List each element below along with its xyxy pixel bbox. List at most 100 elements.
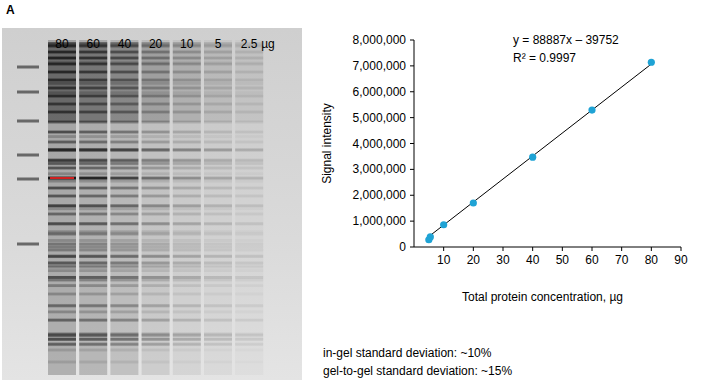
gel-band: [48, 159, 76, 162]
gel-band: [79, 121, 107, 124]
y-tick: [410, 117, 414, 118]
gel-band: [110, 141, 138, 144]
gel-band: [79, 149, 107, 152]
gel-band: [142, 149, 170, 152]
gel-band: [204, 349, 232, 352]
x-tick-label: 10: [437, 253, 451, 267]
gel-band: [142, 338, 170, 341]
gel-band: [79, 79, 107, 82]
gel-band: [235, 319, 263, 322]
gel-band: [48, 279, 76, 282]
gel-band: [204, 148, 232, 151]
gel-band: [79, 319, 107, 322]
gel-band: [235, 71, 263, 74]
gel-band: [142, 230, 170, 233]
gel-band: [204, 266, 232, 269]
gel-band: [235, 239, 263, 242]
gel-band: [110, 131, 138, 134]
gel-band: [142, 284, 170, 287]
gel-band: [204, 230, 232, 233]
gel-band: [235, 148, 263, 151]
gel-band: [48, 148, 76, 151]
gel-band: [235, 195, 263, 198]
gel-band: [79, 159, 107, 162]
gel-band: [79, 255, 107, 258]
gel-band: [173, 223, 201, 226]
gel-band: [142, 249, 170, 252]
gel-lane: [173, 40, 201, 375]
gel-band: [173, 187, 201, 190]
gel-band: [79, 131, 107, 134]
gel-band: [204, 159, 232, 162]
gel-band: [110, 204, 138, 207]
gel-band: [48, 167, 76, 170]
gel-band: [142, 177, 170, 180]
gel-band: [235, 266, 263, 269]
gel-lane: [235, 40, 263, 375]
gel-band: [235, 167, 263, 170]
x-tick-label: 50: [556, 253, 570, 267]
gel-band: [235, 187, 263, 190]
gel-band: [235, 333, 263, 336]
gel-band: [110, 205, 138, 208]
gel-band: [142, 262, 170, 265]
gel-band: [79, 349, 107, 352]
gel-band: [173, 230, 201, 233]
gel-band: [142, 279, 170, 282]
gel-band: [235, 343, 263, 346]
y-tick-label: 2,000,000: [353, 188, 407, 202]
gel-band: [173, 167, 201, 170]
gel-lane: [79, 40, 107, 375]
gel-band: [79, 333, 107, 336]
gel-band: [48, 269, 76, 272]
gel-band: [204, 361, 232, 364]
gel-band: [204, 223, 232, 226]
lane-top-smear: [48, 42, 76, 122]
panel-label: A: [6, 3, 15, 17]
gel-band: [235, 82, 263, 85]
gel-band: [142, 305, 170, 308]
y-tick-label: 5,000,000: [353, 111, 407, 125]
gel-band: [142, 121, 170, 124]
gel-band: [79, 51, 107, 54]
gel-band: [110, 223, 138, 226]
gel-band: [48, 111, 76, 114]
gel-band: [79, 187, 107, 190]
gel-band: [142, 135, 170, 138]
gel-band: [142, 141, 170, 144]
gel-band: [110, 91, 138, 94]
gel-band: [79, 261, 107, 264]
gel-band: [79, 249, 107, 252]
gel-band: [48, 262, 76, 265]
gel-band: [173, 131, 201, 134]
gel-band: [48, 131, 76, 134]
gel-band: [142, 269, 170, 272]
gel-band: [142, 343, 170, 346]
gel-band: [235, 276, 263, 279]
gel-band: [204, 195, 232, 198]
lane-smear: [79, 40, 107, 375]
lane-top-smear: [204, 42, 232, 122]
gel-lane: [142, 40, 170, 375]
gel-band: [173, 79, 201, 82]
gel-band: [110, 160, 138, 163]
gel-band: [79, 239, 107, 242]
gel-band: [110, 148, 138, 151]
lane-smear: [48, 40, 76, 375]
gel-band: [142, 319, 170, 322]
gel-band: [204, 204, 232, 207]
gel-band: [110, 276, 138, 279]
gel-band: [235, 333, 263, 336]
gel-band: [173, 141, 201, 144]
gel-band: [204, 255, 232, 258]
gel-band: [235, 338, 263, 341]
y-axis-title: Signal intensity: [320, 103, 334, 184]
y-tick-label: 4,000,000: [353, 137, 407, 151]
gel-band: [235, 159, 263, 162]
gel-band: [142, 255, 170, 258]
gel-band: [142, 87, 170, 90]
gel-band: [110, 207, 138, 210]
lane-label: 2.5: [241, 37, 258, 51]
gel-band: [235, 276, 263, 279]
gel-band: [79, 266, 107, 269]
